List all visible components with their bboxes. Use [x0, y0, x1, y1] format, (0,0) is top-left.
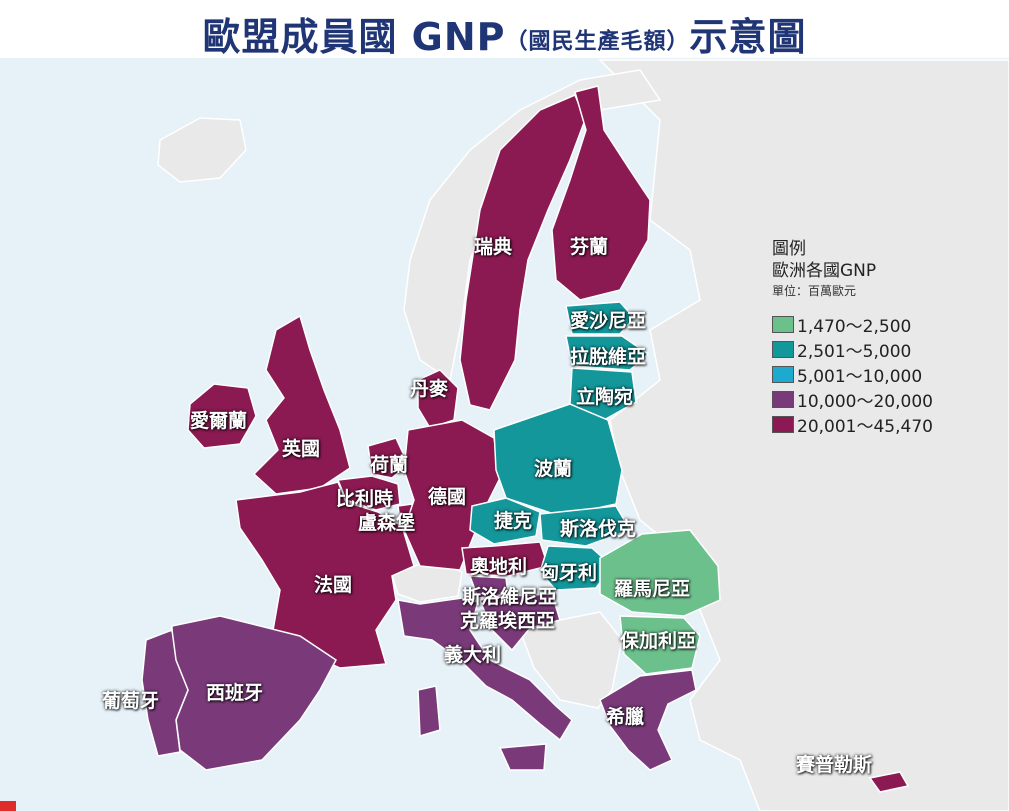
label-france: 法國: [314, 574, 353, 596]
label-romania: 羅馬尼亞: [614, 578, 691, 600]
country-portugal: [141, 628, 189, 757]
legend-item: 2,501～5,000: [772, 337, 1002, 362]
label-latvia: 拉脫維亞: [570, 346, 647, 368]
country-hungary: [539, 545, 614, 591]
label-portugal: 葡萄牙: [102, 690, 160, 712]
country-estonia: [565, 301, 635, 335]
label-slovenia: 斯洛維尼亞: [462, 586, 558, 608]
map-area: 瑞典 芬蘭 愛沙尼亞 拉脫維亞 立陶宛 丹麥 愛爾蘭 英國 荷蘭 比利時 德國 …: [0, 58, 1009, 811]
country-latvia: [565, 335, 650, 371]
country-lithuania: [569, 367, 637, 421]
map-title: 歐盟成員國 GNP（國民生產毛額）示意圖: [0, 6, 1009, 61]
country-uk: [252, 314, 351, 495]
label-germany: 德國: [428, 486, 467, 508]
corner-red-mark: [0, 801, 16, 811]
country-slovakia: [539, 505, 632, 547]
label-croatia: 克羅埃西亞: [460, 610, 556, 632]
country-poland: [493, 403, 623, 517]
country-france: [235, 481, 415, 669]
label-poland: 波蘭: [534, 458, 573, 480]
country-netherlands: [367, 437, 409, 479]
legend-item: 5,001～10,000: [772, 362, 1002, 387]
label-hungary: 匈牙利: [540, 562, 598, 584]
label-austria: 奧地利: [470, 556, 528, 578]
label-ireland: 愛爾蘭: [190, 410, 248, 432]
legend-label: 20,001～45,470: [797, 417, 933, 437]
country-ireland: [187, 383, 257, 449]
label-lithuania: 立陶宛: [576, 386, 634, 408]
label-uk: 英國: [282, 438, 321, 460]
label-belgium: 比利時: [336, 488, 394, 510]
country-italy-sicily: [498, 743, 547, 771]
label-italy: 義大利: [444, 644, 502, 666]
legend-swatch: [772, 391, 794, 408]
label-finland: 芬蘭: [570, 236, 609, 258]
legend: 圖例 歐洲各國GNP 單位：百萬歐元 1,470～2,500 2,501～5,0…: [772, 238, 1002, 437]
country-italy: [397, 597, 573, 742]
legend-label: 5,001～10,000: [797, 367, 923, 387]
legend-label: 1,470～2,500: [797, 317, 912, 337]
legend-subtitle: 歐洲各國GNP: [772, 261, 877, 281]
label-sweden: 瑞典: [474, 236, 513, 258]
legend-swatch: [772, 316, 794, 333]
legend-swatch: [772, 341, 794, 358]
country-slovenia: [468, 575, 509, 599]
country-greece: [599, 669, 697, 771]
country-croatia: [478, 593, 561, 652]
label-estonia: 愛沙尼亞: [570, 310, 647, 332]
label-czech: 捷克: [494, 510, 533, 532]
legend-label: 2,501～5,000: [797, 342, 912, 362]
legend-item: 20,001～45,470: [772, 412, 1002, 437]
country-sweden: [459, 94, 586, 411]
country-czech: [469, 497, 541, 545]
label-greece: 希臘: [606, 706, 645, 728]
label-slovakia: 斯洛伐克: [560, 518, 637, 540]
legend-swatch: [772, 366, 794, 383]
title-suffix: 示意圖: [689, 15, 807, 59]
europe-map: [0, 58, 1009, 811]
title-bar: 歐盟成員國 GNP（國民生產毛額）示意圖: [0, 0, 1009, 61]
legend-unit: 單位：百萬歐元: [772, 284, 857, 298]
non-member-balkans: [519, 611, 623, 709]
label-cyprus: 賽普勒斯: [796, 754, 873, 776]
non-member-iceland: [157, 117, 247, 183]
country-italy-sardinia: [417, 685, 441, 737]
legend-label: 10,000～20,000: [797, 392, 933, 412]
legend-heading: 圖例: [772, 239, 806, 259]
label-denmark: 丹麥: [410, 378, 449, 400]
label-luxembourg: 盧森堡: [358, 512, 416, 534]
country-finland: [551, 85, 651, 301]
title-main: 歐盟成員國 GNP: [202, 15, 506, 59]
label-netherlands: 荷蘭: [370, 454, 409, 476]
label-bulgaria: 保加利亞: [620, 630, 697, 652]
legend-swatch: [772, 416, 794, 433]
title-paren: （國民生產毛額）: [505, 29, 690, 55]
legend-item: 1,470～2,500: [772, 312, 1002, 337]
label-spain: 西班牙: [206, 682, 264, 704]
country-denmark: [417, 369, 459, 429]
country-bulgaria: [619, 615, 701, 675]
country-cyprus: [868, 771, 910, 793]
legend-item: 10,000～20,000: [772, 387, 1002, 412]
country-romania: [599, 529, 721, 617]
